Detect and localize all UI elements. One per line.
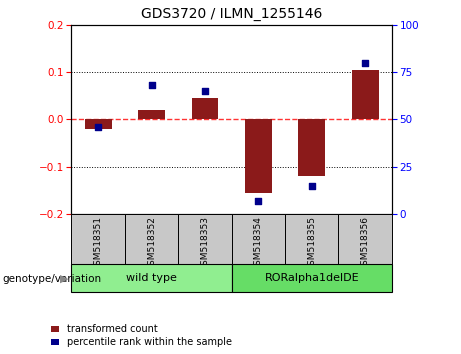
Bar <box>298 119 325 176</box>
Text: ▶: ▶ <box>60 274 68 284</box>
Text: wild type: wild type <box>126 273 177 283</box>
Text: GSM518355: GSM518355 <box>307 216 316 271</box>
Title: GDS3720 / ILMN_1255146: GDS3720 / ILMN_1255146 <box>141 7 322 21</box>
Text: genotype/variation: genotype/variation <box>2 274 101 284</box>
Legend: transformed count, percentile rank within the sample: transformed count, percentile rank withi… <box>51 325 231 347</box>
Bar <box>231 264 392 292</box>
Point <box>308 183 315 189</box>
Bar <box>192 98 219 119</box>
Bar <box>352 70 378 119</box>
Point <box>254 198 262 204</box>
Point <box>201 88 209 94</box>
Bar <box>71 264 231 292</box>
Point <box>95 124 102 130</box>
Bar <box>245 119 272 193</box>
Text: GSM518356: GSM518356 <box>361 216 370 271</box>
Text: GSM518353: GSM518353 <box>201 216 209 271</box>
Text: GSM518352: GSM518352 <box>147 216 156 270</box>
Text: RORalpha1delDE: RORalpha1delDE <box>265 273 359 283</box>
Text: GSM518354: GSM518354 <box>254 216 263 270</box>
Bar <box>85 119 112 129</box>
Bar <box>125 214 178 264</box>
Bar <box>138 110 165 119</box>
Bar <box>231 214 285 264</box>
Bar <box>285 214 338 264</box>
Bar <box>71 214 125 264</box>
Bar <box>178 214 231 264</box>
Bar <box>338 214 392 264</box>
Point <box>148 82 155 88</box>
Point <box>361 60 369 65</box>
Text: GSM518351: GSM518351 <box>94 216 103 271</box>
